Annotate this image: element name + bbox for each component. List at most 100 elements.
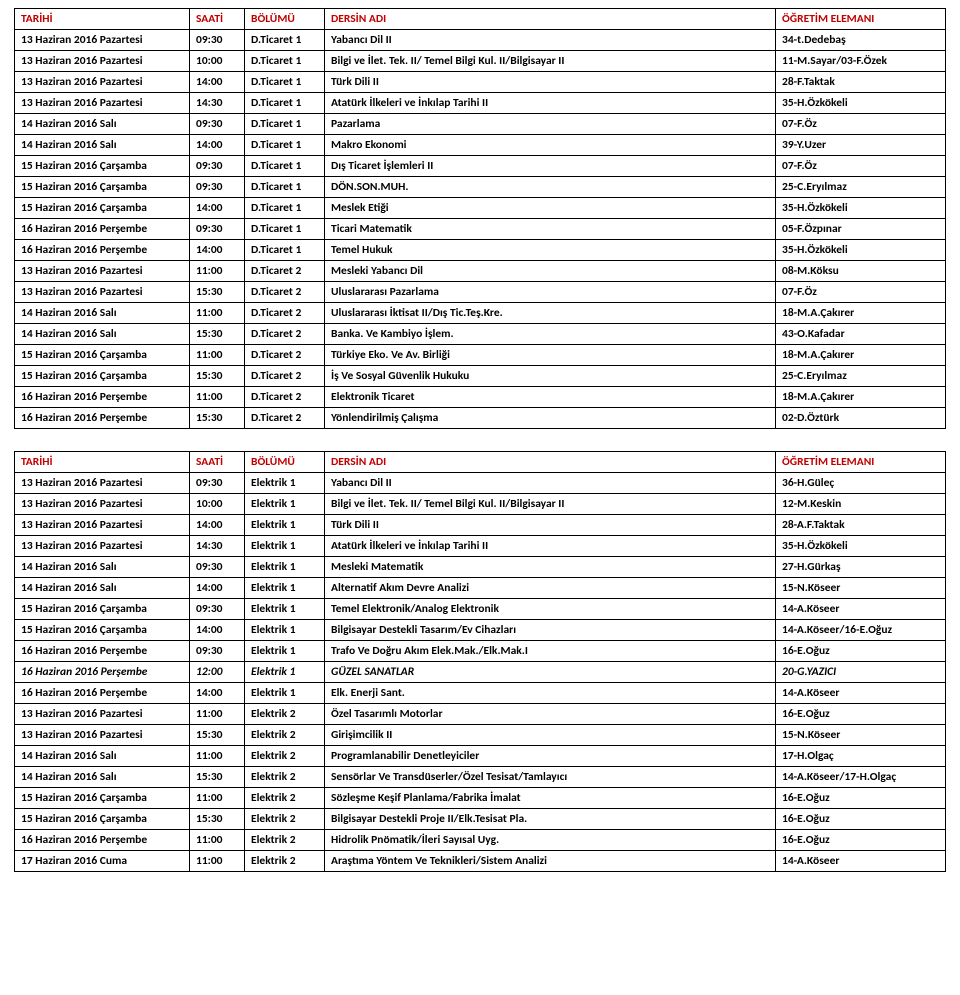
cell-instructor: 28-A.F.Taktak (776, 515, 946, 536)
cell-date: 13 Haziran 2016 Pazartesi (15, 30, 190, 51)
table-row: 15 Haziran 2016 Çarşamba11:00D.Ticaret 2… (15, 345, 946, 366)
cell-date: 13 Haziran 2016 Pazartesi (15, 282, 190, 303)
cell-date: 15 Haziran 2016 Çarşamba (15, 620, 190, 641)
cell-time: 14:00 (190, 578, 245, 599)
cell-time: 11:00 (190, 788, 245, 809)
cell-dept: D.Ticaret 2 (245, 387, 325, 408)
table-row: 13 Haziran 2016 Pazartesi14:00Elektrik 1… (15, 515, 946, 536)
cell-instructor: 16-E.Oğuz (776, 704, 946, 725)
cell-date: 13 Haziran 2016 Pazartesi (15, 515, 190, 536)
cell-dept: Elektrik 2 (245, 767, 325, 788)
table-row: 15 Haziran 2016 Çarşamba15:30D.Ticaret 2… (15, 366, 946, 387)
table-row: 15 Haziran 2016 Çarşamba09:30D.Ticaret 1… (15, 156, 946, 177)
cell-time: 11:00 (190, 387, 245, 408)
cell-dept: D.Ticaret 2 (245, 261, 325, 282)
cell-date: 13 Haziran 2016 Pazartesi (15, 72, 190, 93)
cell-time: 09:30 (190, 473, 245, 494)
cell-time: 14:30 (190, 93, 245, 114)
cell-date: 15 Haziran 2016 Çarşamba (15, 345, 190, 366)
cell-course: Sözleşme Keşif Planlama/Fabrika İmalat (325, 788, 776, 809)
cell-instructor: 14-A.Köseer (776, 851, 946, 872)
cell-date: 13 Haziran 2016 Pazartesi (15, 725, 190, 746)
table-row: 13 Haziran 2016 Pazartesi11:00D.Ticaret … (15, 261, 946, 282)
cell-date: 14 Haziran 2016 Salı (15, 114, 190, 135)
cell-instructor: 18-M.A.Çakırer (776, 345, 946, 366)
cell-course: Özel Tasarımlı Motorlar (325, 704, 776, 725)
cell-course: Araştıma Yöntem Ve Teknikleri/Sistem Ana… (325, 851, 776, 872)
cell-time: 15:30 (190, 725, 245, 746)
cell-course: Uluslararası Pazarlama (325, 282, 776, 303)
cell-dept: D.Ticaret 1 (245, 30, 325, 51)
cell-dept: Elektrik 1 (245, 662, 325, 683)
table-row: 15 Haziran 2016 Çarşamba15:30Elektrik 2B… (15, 809, 946, 830)
table-row: 15 Haziran 2016 Çarşamba09:30D.Ticaret 1… (15, 177, 946, 198)
cell-date: 16 Haziran 2016 Perşembe (15, 240, 190, 261)
cell-dept: D.Ticaret 2 (245, 366, 325, 387)
cell-dept: D.Ticaret 1 (245, 219, 325, 240)
cell-date: 15 Haziran 2016 Çarşamba (15, 198, 190, 219)
cell-dept: D.Ticaret 2 (245, 408, 325, 429)
cell-dept: Elektrik 1 (245, 620, 325, 641)
col-course-header: DERSİN ADI (325, 452, 776, 473)
cell-instructor: 18-M.A.Çakırer (776, 387, 946, 408)
cell-time: 09:30 (190, 599, 245, 620)
cell-time: 15:30 (190, 408, 245, 429)
cell-course: Alternatif Akım Devre Analizi (325, 578, 776, 599)
cell-course: Girişimcilik II (325, 725, 776, 746)
cell-dept: Elektrik 1 (245, 599, 325, 620)
cell-dept: D.Ticaret 1 (245, 51, 325, 72)
table-row: 15 Haziran 2016 Çarşamba09:30Elektrik 1T… (15, 599, 946, 620)
table-header-row: TARİHİSAATİBÖLÜMÜDERSİN ADIÖĞRETİM ELEMA… (15, 9, 946, 30)
cell-time: 11:00 (190, 746, 245, 767)
cell-dept: Elektrik 2 (245, 830, 325, 851)
cell-date: 15 Haziran 2016 Çarşamba (15, 156, 190, 177)
table-row: 16 Haziran 2016 Perşembe14:00Elektrik 1E… (15, 683, 946, 704)
cell-time: 09:30 (190, 557, 245, 578)
col-instructor-header: ÖĞRETİM ELEMANI (776, 452, 946, 473)
cell-course: İş Ve Sosyal Güvenlik Hukuku (325, 366, 776, 387)
cell-dept: Elektrik 1 (245, 641, 325, 662)
cell-course: Yabancı Dil II (325, 30, 776, 51)
cell-date: 15 Haziran 2016 Çarşamba (15, 809, 190, 830)
col-course-header: DERSİN ADI (325, 9, 776, 30)
cell-date: 14 Haziran 2016 Salı (15, 746, 190, 767)
table-row: 16 Haziran 2016 Perşembe14:00D.Ticaret 1… (15, 240, 946, 261)
cell-dept: D.Ticaret 1 (245, 135, 325, 156)
table-row: 14 Haziran 2016 Salı14:00Elektrik 1Alter… (15, 578, 946, 599)
table-row: 14 Haziran 2016 Salı11:00Elektrik 2Progr… (15, 746, 946, 767)
table-row: 13 Haziran 2016 Pazartesi15:30D.Ticaret … (15, 282, 946, 303)
cell-course: Ticari Matematik (325, 219, 776, 240)
cell-date: 16 Haziran 2016 Perşembe (15, 219, 190, 240)
cell-instructor: 07-F.Öz (776, 282, 946, 303)
table-row: 15 Haziran 2016 Çarşamba14:00Elektrik 1B… (15, 620, 946, 641)
col-dept-header: BÖLÜMÜ (245, 9, 325, 30)
table-row: 13 Haziran 2016 Pazartesi14:00D.Ticaret … (15, 72, 946, 93)
cell-date: 15 Haziran 2016 Çarşamba (15, 366, 190, 387)
table-header-row: TARİHİSAATİBÖLÜMÜDERSİN ADIÖĞRETİM ELEMA… (15, 452, 946, 473)
cell-time: 09:30 (190, 177, 245, 198)
cell-instructor: 07-F.Öz (776, 114, 946, 135)
cell-instructor: 20-G.YAZICI (776, 662, 946, 683)
cell-course: Atatürk İlkeleri ve İnkılap Tarihi II (325, 93, 776, 114)
table-row: 14 Haziran 2016 Salı09:30Elektrik 1Mesle… (15, 557, 946, 578)
cell-course: Mesleki Matematik (325, 557, 776, 578)
cell-date: 13 Haziran 2016 Pazartesi (15, 494, 190, 515)
cell-date: 13 Haziran 2016 Pazartesi (15, 93, 190, 114)
cell-course: Atatürk İlkeleri ve İnkılap Tarihi II (325, 536, 776, 557)
cell-time: 15:30 (190, 324, 245, 345)
cell-time: 15:30 (190, 282, 245, 303)
cell-course: Bilgisayar Destekli Proje II/Elk.Tesisat… (325, 809, 776, 830)
cell-instructor: 27-H.Gürkaş (776, 557, 946, 578)
cell-dept: D.Ticaret 1 (245, 72, 325, 93)
cell-date: 14 Haziran 2016 Salı (15, 324, 190, 345)
table-row: 16 Haziran 2016 Perşembe09:30D.Ticaret 1… (15, 219, 946, 240)
cell-dept: D.Ticaret 1 (245, 93, 325, 114)
cell-dept: Elektrik 2 (245, 788, 325, 809)
cell-course: Temel Elektronik/Analog Elektronik (325, 599, 776, 620)
cell-date: 14 Haziran 2016 Salı (15, 557, 190, 578)
cell-time: 11:00 (190, 303, 245, 324)
cell-instructor: 14-A.Köseer/16-E.Oğuz (776, 620, 946, 641)
cell-instructor: 18-M.A.Çakırer (776, 303, 946, 324)
cell-dept: D.Ticaret 2 (245, 303, 325, 324)
cell-instructor: 35-H.Özkökeli (776, 93, 946, 114)
